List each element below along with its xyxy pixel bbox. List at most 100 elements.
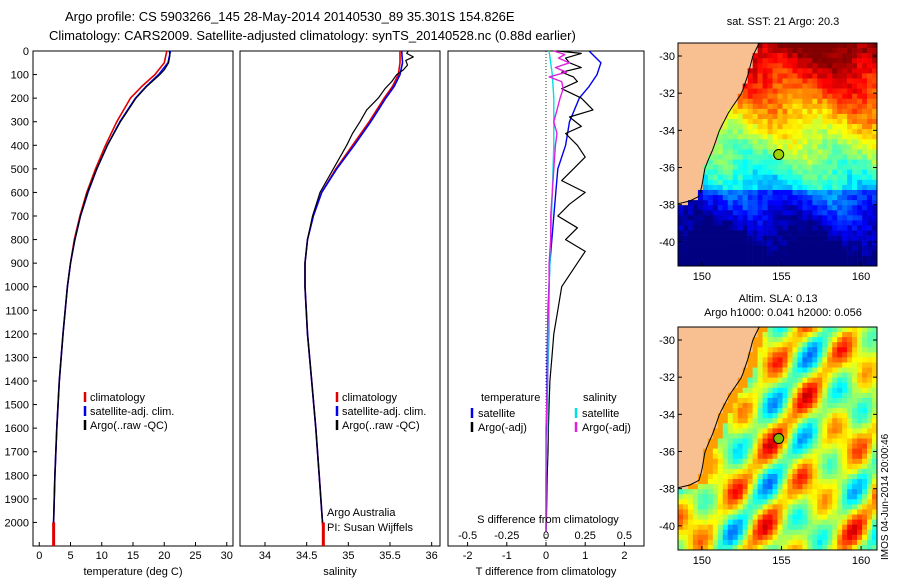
sst_map-cell — [862, 164, 868, 171]
sla_map-cell — [782, 438, 788, 444]
sla_map-cell — [817, 337, 823, 343]
sst_map-cell — [742, 220, 748, 226]
sla_map-cell — [812, 479, 818, 485]
sla_map-cell — [832, 438, 838, 444]
sla_map-cell — [832, 509, 838, 515]
sla_map-cell — [702, 418, 709, 424]
sla_map-cell — [857, 463, 863, 470]
sla_map-cell — [837, 463, 843, 470]
sla_map-cell — [812, 514, 818, 520]
sla_map-cell — [782, 489, 788, 495]
sla_map-cell — [678, 403, 684, 409]
sla_map-cell — [737, 499, 743, 505]
sst_map-cell — [792, 108, 798, 115]
sst_map-cell — [702, 240, 709, 247]
sst_map-cell — [722, 93, 729, 100]
sla_map-cell — [722, 524, 729, 531]
sla_map-cell — [737, 494, 743, 500]
sla_map-cell — [822, 372, 828, 378]
sst_map-cell — [747, 200, 753, 206]
sla_map-cell — [678, 479, 684, 485]
sst_map-cell — [757, 225, 763, 231]
sla_map-cell — [682, 524, 689, 531]
sla_map-cell — [802, 342, 808, 348]
sst_map-cell — [687, 73, 694, 79]
sla_map-cell — [842, 534, 848, 541]
sst_map-cell — [842, 43, 848, 49]
sst_map-cell — [717, 220, 724, 226]
sla_map-cell — [792, 397, 798, 404]
sla_map-cell — [847, 534, 853, 541]
sst_map-cell — [707, 53, 714, 59]
sst_map-cell — [872, 230, 877, 236]
sst_map-cell — [687, 240, 694, 247]
sst_map-cell — [807, 245, 813, 252]
sst_map-cell — [682, 58, 689, 64]
sst_map-cell — [802, 83, 808, 89]
sla_map-cell — [717, 489, 724, 495]
sst_map-cell — [822, 88, 828, 94]
sst_map-cell — [722, 78, 729, 84]
sla_map-cell — [787, 418, 793, 424]
sst_map-cell — [837, 189, 843, 196]
sst_map-cell — [847, 144, 853, 150]
sla_map-cell — [802, 458, 808, 465]
sla_map-cell — [702, 514, 709, 520]
sla_map-cell — [678, 397, 684, 404]
sla_map-cell — [862, 479, 868, 485]
sla_map-cell — [687, 413, 694, 419]
sst_map-cell — [762, 154, 768, 160]
sst_map-cell — [747, 215, 753, 221]
sst_map-cell — [842, 53, 848, 59]
sst_map-cell — [707, 63, 714, 69]
sla_map-cell — [737, 534, 743, 541]
sla_map-cell — [692, 489, 699, 495]
sst_map-cell — [822, 78, 828, 84]
sst_map-cell — [787, 215, 793, 221]
sla_map-cell — [692, 392, 699, 399]
sla_map-cell — [722, 397, 729, 404]
sla_map-cell — [702, 342, 709, 348]
sst_map-cell — [792, 189, 798, 196]
sst_map-cell — [787, 139, 793, 145]
sla_map-cell — [862, 387, 868, 394]
sst_map-cell — [722, 113, 729, 120]
sst_map-cell — [847, 215, 853, 221]
sla_map-cell — [872, 362, 877, 368]
sla_map-cell — [742, 494, 748, 500]
sla_map-cell — [727, 347, 734, 353]
sla_map-cell — [747, 372, 753, 378]
sst_map-cell — [732, 164, 738, 171]
sst_map-cell — [847, 159, 853, 165]
sst_map-cell — [822, 210, 828, 216]
sla_map-cell — [857, 403, 863, 409]
sst_map-cell — [842, 260, 848, 266]
difference-series-t-argo-adj- — [545, 50, 594, 532]
sla_map-cell — [822, 489, 828, 495]
sst_map-cell — [732, 179, 738, 186]
sst_map-cell — [777, 58, 783, 64]
sst_map-cell — [707, 119, 714, 125]
sla_map-cell — [842, 357, 848, 363]
sla_map-cell — [767, 468, 773, 475]
sst_map-cell — [812, 215, 818, 221]
sst_map-cell — [822, 200, 828, 206]
sla_map-cell — [762, 347, 768, 353]
sst_map-cell — [842, 184, 848, 191]
sst_map-cell — [807, 164, 813, 171]
sst_map-cell — [852, 210, 858, 216]
sla_map-cell — [687, 433, 694, 439]
sst_map-cell — [767, 235, 773, 241]
sst_map-cell — [678, 169, 684, 176]
sst_map-cell — [867, 88, 873, 94]
sst_map-cell — [812, 174, 818, 181]
sla_map-cell — [847, 458, 853, 465]
sla_map-cell — [827, 468, 833, 475]
sst_map-cell — [847, 88, 853, 94]
sst_map-cell — [832, 144, 838, 150]
sla_map-cell — [872, 387, 877, 394]
sst_map-cell — [762, 245, 768, 252]
sla_map-ytick-label: -40 — [659, 521, 675, 533]
sla_map-cell — [717, 468, 724, 475]
sst_map-cell — [752, 164, 758, 171]
